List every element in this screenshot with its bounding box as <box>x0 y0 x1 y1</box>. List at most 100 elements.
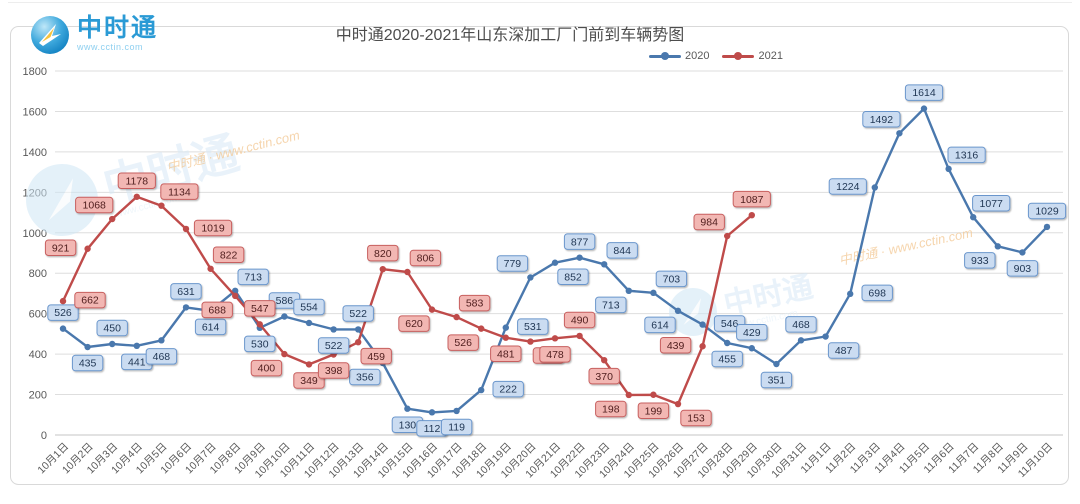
svg-text:933: 933 <box>971 255 989 267</box>
svg-text:112: 112 <box>424 423 441 435</box>
series-2020-point <box>847 290 854 298</box>
series-2020-data-label: 1224 <box>828 178 867 195</box>
series-2021-data-label: 583 <box>458 294 491 312</box>
series-2021-data-label: 1134 <box>160 183 199 200</box>
series-2020-point <box>822 333 829 340</box>
series-2021-data-label: 490 <box>563 311 596 329</box>
y-tick-label: 0 <box>41 430 47 442</box>
svg-text:1077: 1077 <box>980 198 1004 210</box>
series-2020-point <box>1043 223 1051 231</box>
series-2021-data-label: 198 <box>595 400 627 418</box>
svg-text:698: 698 <box>868 287 886 299</box>
svg-text:119: 119 <box>448 422 465 434</box>
series-2020-data-label: 852 <box>557 268 589 285</box>
series-2020-point <box>330 326 337 333</box>
series-2020-data-label: 130 <box>391 416 424 433</box>
svg-text:1224: 1224 <box>836 181 860 193</box>
svg-text:370: 370 <box>595 371 613 383</box>
series-2021-point <box>232 292 239 300</box>
series-2021-data-label: 459 <box>360 347 392 365</box>
series-2020-data-label: 468 <box>145 348 178 365</box>
series-2020-point <box>305 319 313 327</box>
svg-text:526: 526 <box>454 337 472 349</box>
svg-text:198: 198 <box>602 404 620 416</box>
series-2021-data-label: 921 <box>44 239 77 256</box>
series-2020-data-label: 1077 <box>972 195 1011 212</box>
svg-text:490: 490 <box>571 315 589 327</box>
series-2020-point <box>1019 249 1026 256</box>
legend-item-2020: 2020 <box>649 50 709 62</box>
series-2020-data-label: 522 <box>317 337 350 354</box>
series-2020-point <box>748 345 755 352</box>
series-2020-point <box>699 321 706 328</box>
svg-text:526: 526 <box>54 307 72 319</box>
svg-text:1492: 1492 <box>870 114 894 126</box>
legend-marker-2020-icon <box>649 52 681 60</box>
page-top-rule <box>8 2 1072 3</box>
svg-text:459: 459 <box>367 351 385 363</box>
legend-label-2021: 2021 <box>758 50 783 62</box>
y-tick-label: 1600 <box>23 106 47 118</box>
series-2020-data-label: 614 <box>194 318 227 336</box>
series-2020-point <box>133 342 140 350</box>
series-2021-point <box>84 245 91 252</box>
svg-text:450: 450 <box>103 323 121 335</box>
series-2020-data-label: 554 <box>293 298 325 316</box>
series-2021-point <box>551 335 559 342</box>
svg-text:713: 713 <box>244 271 262 283</box>
svg-text:547: 547 <box>251 303 269 315</box>
y-tick-label: 600 <box>29 309 47 321</box>
svg-text:398: 398 <box>325 365 343 377</box>
series-2021-point <box>207 265 214 272</box>
series-2020-point <box>601 261 608 268</box>
series-2020-data-label: 614 <box>644 316 676 334</box>
series-2020-point <box>478 386 485 394</box>
series-2021-data-label: 153 <box>680 409 712 427</box>
series-2020-point <box>355 326 362 333</box>
logo-wordmark: 中时通 <box>77 14 159 42</box>
series-2021-point <box>601 356 608 364</box>
series-2021-point <box>158 202 165 209</box>
series-2021-data-label: 662 <box>74 291 106 309</box>
series-2020-data-label: 713 <box>595 296 627 314</box>
svg-text:522: 522 <box>349 308 367 320</box>
series-2020-data-label: 844 <box>606 242 638 259</box>
series-2020-data-label: 450 <box>96 319 128 337</box>
series-2021-data-label: 199 <box>637 402 670 419</box>
svg-text:468: 468 <box>153 351 171 363</box>
series-2021-data-label: 620 <box>398 315 430 332</box>
series-2021-data-label: 984 <box>693 213 725 231</box>
series-2021-point <box>625 391 632 399</box>
series-2020-data-label: 468 <box>785 316 817 333</box>
series-2020-data-label: 631 <box>170 283 202 300</box>
series-2020-point <box>551 259 559 266</box>
svg-text:822: 822 <box>220 249 238 261</box>
series-2020-data-label: 526 <box>47 304 79 321</box>
svg-text:546: 546 <box>721 318 739 330</box>
series-2021-point <box>109 215 116 223</box>
series-2020-point <box>871 184 878 191</box>
y-tick-label: 1000 <box>23 228 47 240</box>
series-2020-point <box>970 214 977 221</box>
svg-text:984: 984 <box>700 217 718 229</box>
series-2020-data-label: 779 <box>496 255 529 272</box>
cctin-logo: 中时通 www.cctin.com <box>30 15 158 55</box>
series-2021-point <box>59 297 67 305</box>
series-2021-data-label: 806 <box>409 249 442 267</box>
series-2021-data-label: 398 <box>317 362 350 379</box>
series-2020-data-label: 429 <box>736 324 768 341</box>
series-2021-point <box>404 268 411 276</box>
svg-text:779: 779 <box>504 258 522 270</box>
svg-text:903: 903 <box>1014 263 1032 275</box>
svg-text:531: 531 <box>524 321 542 333</box>
series-2020-point <box>576 254 583 261</box>
series-2020-point <box>502 324 509 331</box>
series-2021-point <box>428 306 436 313</box>
svg-text:468: 468 <box>792 319 810 331</box>
series-2020-data-label: 435 <box>71 354 104 372</box>
svg-text:614: 614 <box>651 319 669 331</box>
series-2021-point <box>748 211 755 219</box>
chart-legend: 2020 2021 <box>649 50 783 62</box>
svg-text:441: 441 <box>128 356 146 368</box>
